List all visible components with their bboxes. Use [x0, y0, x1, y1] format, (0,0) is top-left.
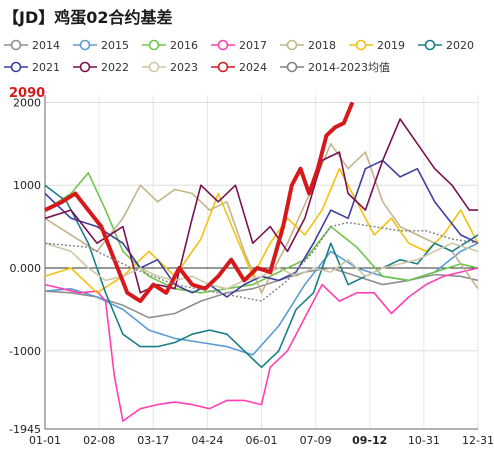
legend-label: 2014-2023均值 [308, 61, 390, 74]
legend-label: 2018 [308, 38, 336, 52]
legend-item[interactable]: 2017 [211, 36, 267, 54]
legend-item[interactable]: 2019 [349, 36, 405, 54]
legend-label: 2024 [239, 60, 267, 74]
series-line [44, 143, 479, 294]
legend-item[interactable]: 2023 [142, 58, 198, 76]
series-line [44, 267, 479, 422]
y-tick-label: 2000 [13, 96, 41, 109]
legend-swatch [142, 39, 166, 51]
x-tick-label: 04-24 [191, 434, 223, 447]
y-tick-label: -1000 [9, 345, 41, 358]
legend-swatch [73, 39, 97, 51]
legend-swatch [4, 39, 28, 51]
x-tick-label: 03-17 [137, 434, 169, 447]
legend-swatch [280, 39, 304, 51]
legend-swatch [142, 61, 166, 73]
series-line [44, 101, 355, 304]
legend-item[interactable]: 2014-2023均值 [280, 58, 390, 76]
legend-swatch [73, 61, 97, 73]
y-max-label: 2090 [9, 86, 45, 101]
legend-label: 2016 [170, 38, 198, 52]
legend-item[interactable]: 2014 [4, 36, 60, 54]
x-tick-label: 02-08 [83, 434, 115, 447]
legend-item[interactable]: 2021 [4, 58, 60, 76]
x-tick-label: 12-31 [462, 434, 494, 447]
series-line [44, 172, 479, 294]
legend-label: 2019 [377, 38, 405, 52]
legend-swatch [280, 61, 304, 73]
legend-item[interactable]: 2022 [73, 58, 129, 76]
legend-item[interactable]: 2018 [280, 36, 336, 54]
legend-label: 2022 [101, 60, 129, 74]
series-line [44, 184, 479, 369]
x-tick-label: 07-09 [300, 434, 332, 447]
series-line [44, 167, 479, 294]
legend-item[interactable]: 2016 [142, 36, 198, 54]
legend-label: 2015 [101, 38, 129, 52]
y-min-label: -1945 [9, 423, 41, 436]
legend-swatch [349, 39, 373, 51]
chart-title: 【JD】鸡蛋02合约基差 [3, 8, 173, 27]
y-tick-label: 0.000 [10, 262, 42, 275]
legend-swatch [211, 61, 235, 73]
series-line [44, 221, 479, 302]
y-tick-label: 1000 [13, 179, 41, 192]
legend-swatch [418, 39, 442, 51]
x-tick-label: 01-01 [29, 434, 61, 447]
legend-swatch [211, 39, 235, 51]
legend-label: 2014 [32, 38, 60, 52]
legend-label: 2023 [170, 60, 198, 74]
legend-label: 2017 [239, 38, 267, 52]
x-tick-label: 10-31 [408, 434, 440, 447]
legend-swatch [4, 61, 28, 73]
series-line [44, 159, 479, 298]
x-tick-label: 06-01 [246, 434, 278, 447]
legend-item[interactable]: 2015 [73, 36, 129, 54]
legend-item[interactable]: 2024 [211, 58, 267, 76]
x-tick-label: 09-12 [352, 434, 387, 447]
legend-label: 2021 [32, 60, 60, 74]
legend-label: 2020 [446, 38, 474, 52]
legend-item[interactable]: 2020 [418, 36, 474, 54]
